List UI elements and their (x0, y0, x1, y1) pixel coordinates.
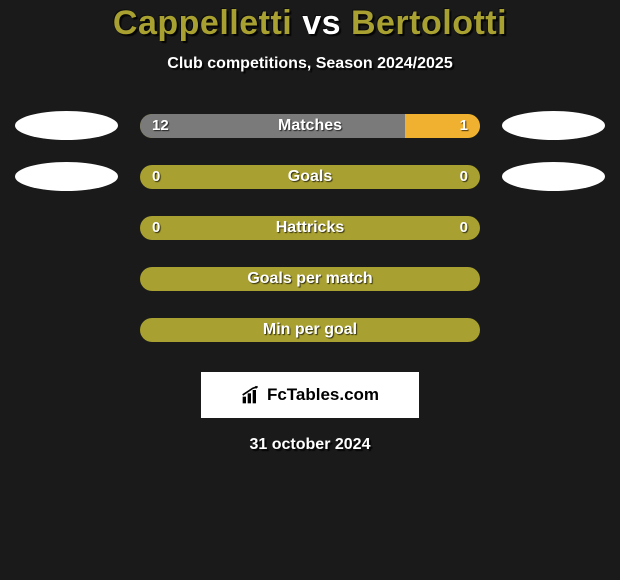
stat-label: Hattricks (140, 219, 480, 237)
stat-row: 121Matches (15, 111, 605, 140)
comparison-card: Cappelletti vs Bertolotti Club competiti… (0, 0, 620, 454)
player1-marker (15, 162, 118, 191)
stat-row: Min per goal (15, 315, 605, 344)
player1-marker (15, 111, 118, 140)
vs-word: vs (302, 4, 341, 42)
stat-label: Min per goal (140, 321, 480, 339)
logo-text: FcTables.com (267, 385, 379, 405)
player2-marker (502, 111, 605, 140)
spacer (15, 264, 118, 293)
chart-icon (241, 385, 261, 405)
stat-label: Goals per match (140, 270, 480, 288)
stat-bar: Goals per match (140, 267, 480, 291)
stat-row: 00Goals (15, 162, 605, 191)
stat-bar: 121Matches (140, 114, 480, 138)
spacer (502, 315, 605, 344)
stat-bar: Min per goal (140, 318, 480, 342)
stats-list: 121Matches 00Goals 00Hattricks Goals per ma… (15, 111, 605, 366)
spacer (502, 213, 605, 242)
subtitle: Club competitions, Season 2024/2025 (167, 55, 452, 73)
logo-box[interactable]: FcTables.com (201, 372, 419, 418)
spacer (502, 264, 605, 293)
stat-bar: 00Goals (140, 165, 480, 189)
player1-name: Cappelletti (113, 4, 292, 42)
page-title: Cappelletti vs Bertolotti (113, 4, 507, 43)
player2-name: Bertolotti (351, 4, 507, 42)
date-text: 31 october 2024 (250, 436, 371, 454)
stat-row: 00Hattricks (15, 213, 605, 242)
stat-label: Goals (140, 168, 480, 186)
stat-bar: 00Hattricks (140, 216, 480, 240)
stat-label: Matches (140, 117, 480, 135)
spacer (15, 213, 118, 242)
stat-row: Goals per match (15, 264, 605, 293)
spacer (15, 315, 118, 344)
player2-marker (502, 162, 605, 191)
